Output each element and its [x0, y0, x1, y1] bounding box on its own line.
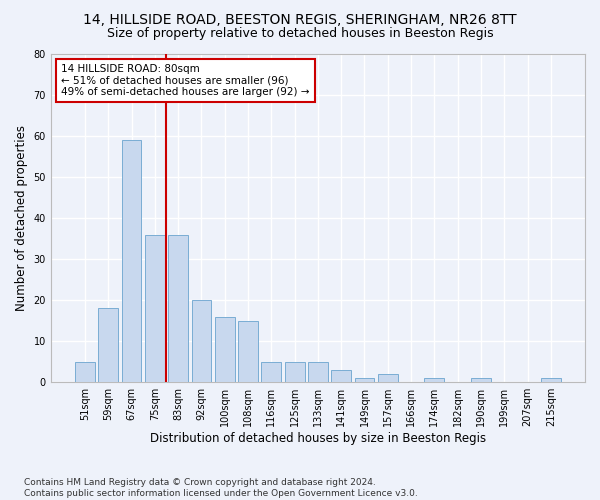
X-axis label: Distribution of detached houses by size in Beeston Regis: Distribution of detached houses by size … — [150, 432, 486, 445]
Text: 14 HILLSIDE ROAD: 80sqm
← 51% of detached houses are smaller (96)
49% of semi-de: 14 HILLSIDE ROAD: 80sqm ← 51% of detache… — [61, 64, 310, 97]
Bar — [215, 316, 235, 382]
Bar — [285, 362, 305, 382]
Y-axis label: Number of detached properties: Number of detached properties — [15, 125, 28, 311]
Bar — [424, 378, 444, 382]
Bar — [308, 362, 328, 382]
Bar — [238, 320, 258, 382]
Bar — [541, 378, 561, 382]
Bar — [145, 234, 165, 382]
Bar — [471, 378, 491, 382]
Bar — [75, 362, 95, 382]
Text: Size of property relative to detached houses in Beeston Regis: Size of property relative to detached ho… — [107, 28, 493, 40]
Bar — [355, 378, 374, 382]
Bar — [168, 234, 188, 382]
Bar — [122, 140, 142, 382]
Bar — [378, 374, 398, 382]
Text: Contains HM Land Registry data © Crown copyright and database right 2024.
Contai: Contains HM Land Registry data © Crown c… — [24, 478, 418, 498]
Bar — [98, 308, 118, 382]
Bar — [262, 362, 281, 382]
Bar — [191, 300, 211, 382]
Bar — [331, 370, 351, 382]
Text: 14, HILLSIDE ROAD, BEESTON REGIS, SHERINGHAM, NR26 8TT: 14, HILLSIDE ROAD, BEESTON REGIS, SHERIN… — [83, 12, 517, 26]
